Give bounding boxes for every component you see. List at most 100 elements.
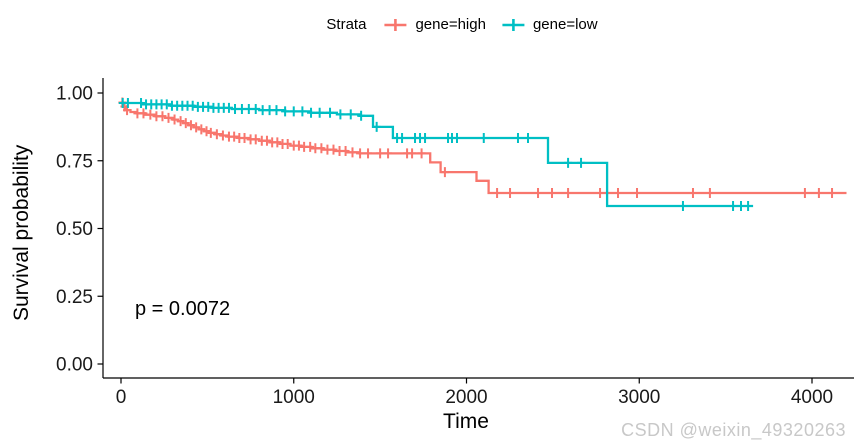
p-value-annotation: p = 0.0072 (135, 298, 231, 320)
censor-marks-gene-high (118, 97, 837, 198)
plus-key-icon (384, 18, 407, 31)
censor-plus-mark (146, 109, 155, 120)
censor-plus-mark (123, 98, 132, 109)
censor-plus-mark (237, 103, 246, 114)
censor-plus-mark (202, 126, 211, 137)
censor-plus-mark (188, 100, 197, 111)
censor-plus-mark (206, 127, 215, 138)
censor-plus-mark (272, 105, 281, 116)
censor-plus-mark (158, 111, 167, 122)
censor-plus-mark (357, 110, 366, 121)
censor-plus-mark (186, 120, 195, 131)
censor-plus-mark (204, 101, 213, 112)
censor-plus-mark (800, 187, 809, 198)
censor-plus-mark (326, 107, 335, 118)
censor-plus-mark (479, 132, 488, 143)
censor-plus-mark (398, 132, 407, 143)
censor-plus-mark (356, 148, 365, 159)
censor-plus-mark (197, 124, 206, 135)
censor-plus-mark (440, 167, 449, 178)
censor-plus-mark (230, 131, 239, 142)
censor-plus-mark (417, 148, 426, 159)
censor-plus-mark (737, 201, 745, 212)
legend-item-gene-low: gene=low (500, 16, 598, 33)
censor-plus-mark (329, 144, 338, 155)
censor-plus-mark (307, 107, 316, 118)
censor-plus-mark (298, 106, 307, 117)
censor-plus-mark (170, 114, 179, 125)
censor-plus-mark (523, 132, 532, 143)
watermark-text: CSDN @weixin_49320263 (621, 420, 846, 440)
censor-plus-mark (341, 145, 350, 156)
censor-plus-mark (534, 187, 543, 198)
censor-plus-mark (577, 157, 586, 168)
legend-item-gene-high: gene=high (382, 16, 486, 33)
censor-plus-mark (408, 148, 417, 159)
x-tick-label: 2000 (445, 387, 487, 408)
legend-label-gene-high: gene=high (415, 16, 486, 33)
censor-plus-mark (283, 138, 292, 149)
censor-plus-mark (218, 130, 227, 141)
censor-plus-mark (633, 187, 642, 198)
y-tick-label: 0.25 (56, 287, 93, 308)
censor-plus-mark (137, 98, 146, 109)
censor-plus-mark (212, 129, 221, 140)
censor-plus-mark (265, 105, 274, 116)
y-axis: 0.00 0.25 0.50 0.75 1.00 (56, 84, 103, 376)
plus-key-icon (501, 18, 524, 31)
censor-plus-mark (164, 112, 173, 123)
step-curve (121, 101, 754, 208)
y-axis-title: Survival probability (10, 144, 33, 322)
censor-plus-mark (828, 187, 837, 198)
x-tick-label: 3000 (618, 387, 660, 408)
censor-plus-mark (705, 187, 714, 198)
censor-plus-mark (564, 187, 573, 198)
censor-plus-mark (372, 121, 381, 132)
censor-plus-mark (139, 108, 148, 119)
x-axis-title: Time (443, 410, 489, 433)
censor-plus-mark (317, 143, 326, 154)
step-curve (121, 101, 847, 195)
y-tick-label: 0.50 (56, 219, 93, 240)
x-tick-label: 1000 (273, 387, 315, 408)
censor-plus-mark (814, 187, 823, 198)
legend-title: Strata (326, 16, 367, 33)
censor-plus-mark (262, 135, 271, 146)
censor-plus-mark (729, 201, 738, 212)
censor-plus-mark (506, 187, 515, 198)
survival-curve-gene-high (121, 101, 847, 195)
censor-plus-mark (493, 187, 502, 198)
y-tick-label: 0.75 (56, 151, 93, 172)
censor-plus-mark (346, 109, 355, 120)
x-tick-label: 4000 (791, 387, 833, 408)
censor-plus-mark (376, 148, 385, 159)
censor-plus-mark (244, 103, 253, 114)
censor-plus-mark (384, 148, 393, 159)
censor-plus-mark (192, 122, 201, 133)
censor-plus-mark (688, 187, 697, 198)
censor-plus-mark (273, 137, 282, 148)
censor-plus-mark (240, 132, 249, 143)
x-tick-label: 0 (116, 387, 127, 408)
censor-plus-mark (231, 103, 240, 114)
censor-plus-mark (452, 132, 461, 143)
censor-plus-mark (162, 99, 171, 110)
censor-plus-mark (421, 132, 430, 143)
survival-curve-gene-low (121, 101, 754, 208)
x-axis: 0 1000 2000 3000 4000 (116, 378, 833, 408)
censor-plus-mark (306, 141, 315, 152)
censor-plus-mark (336, 109, 345, 120)
censor-plus-mark (224, 102, 233, 113)
legend-label-gene-low: gene=low (532, 16, 598, 33)
censor-plus-mark (315, 107, 324, 118)
censor-plus-mark (744, 201, 753, 212)
censor-plus-mark (614, 187, 623, 198)
censor-plus-mark (281, 106, 290, 117)
censor-marks-gene-low (118, 98, 753, 212)
censor-plus-mark (678, 201, 687, 212)
censor-plus-mark (294, 140, 303, 151)
censor-plus-mark (548, 187, 557, 198)
censor-plus-mark (258, 105, 267, 116)
